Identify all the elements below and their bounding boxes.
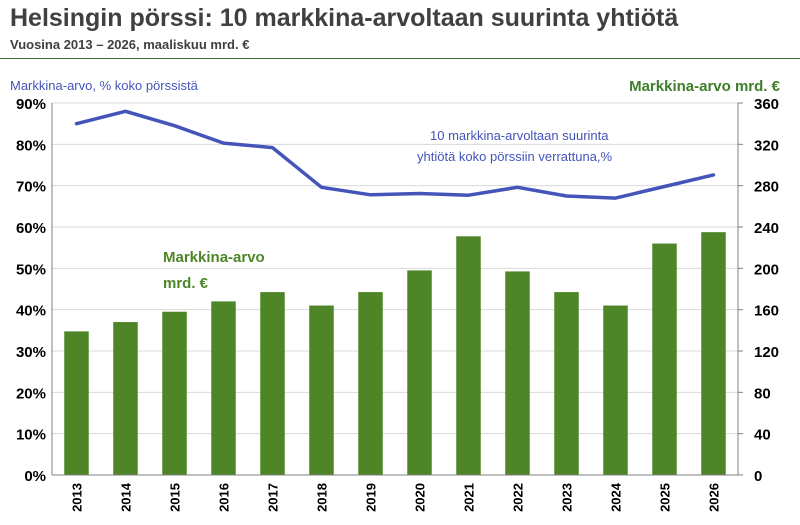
bar: [603, 305, 628, 475]
right-tick-label: 360: [754, 96, 779, 113]
right-tick-label: 200: [754, 261, 779, 278]
right-tick-label: 120: [754, 344, 779, 361]
right-tick-label: 40: [754, 427, 771, 444]
right-tick-label: 160: [754, 303, 779, 320]
left-tick-label: 70%: [16, 179, 46, 196]
bar: [505, 271, 530, 475]
chart-subtitle: Vuosina 2013 – 2026, maaliskuu mrd. €: [10, 37, 250, 52]
bar: [407, 270, 432, 475]
x-tick-label: 2026: [707, 483, 722, 512]
left-tick-label: 10%: [16, 427, 46, 444]
x-tick-label: 2019: [364, 483, 379, 512]
left-tick-label: 60%: [16, 220, 46, 237]
x-tick-label: 2014: [119, 482, 134, 512]
x-tick-label: 2015: [168, 483, 183, 512]
bar: [211, 301, 236, 475]
left-tick-label: 0%: [24, 468, 46, 485]
line-annotation-1: 10 markkina-arvoltaan suurinta: [430, 128, 609, 143]
left-tick-label: 80%: [16, 137, 46, 154]
x-tick-label: 2022: [511, 483, 526, 512]
x-tick-label: 2025: [658, 483, 673, 512]
right-tick-label: 0: [754, 468, 762, 485]
line-annotation-2: yhtiötä koko pörssiin verrattuna,%: [417, 149, 613, 164]
right-tick-label: 240: [754, 220, 779, 237]
right-axis-label: Markkina-arvo mrd. €: [629, 78, 781, 95]
chart-title: Helsingin pörssi: 10 markkina-arvoltaan …: [10, 4, 679, 32]
axes: 0% 10% 20% 30% 40% 50% 60% 70% 80% 90% 0 40 80 120 160…: [16, 96, 779, 512]
bar: [701, 232, 726, 475]
bar: [652, 243, 677, 475]
bar: [113, 322, 138, 475]
bar: [260, 292, 285, 475]
bars-annotation-1: Markkina-arvo: [163, 249, 265, 266]
line-series: [74, 109, 716, 200]
x-tick-label: 2013: [70, 483, 85, 512]
right-tick-label: 320: [754, 137, 779, 154]
left-tick-label: 40%: [16, 303, 46, 320]
title-divider: [0, 58, 800, 59]
right-tick-label: 280: [754, 179, 779, 196]
left-tick-label: 30%: [16, 344, 46, 361]
x-tick-label: 2024: [609, 482, 624, 512]
x-tick-label: 2023: [560, 483, 575, 512]
market-share-line: [74, 109, 716, 200]
x-tick-label: 2021: [462, 483, 477, 512]
bar: [554, 292, 579, 475]
bar: [64, 331, 89, 475]
bars-annotation-2: mrd. €: [163, 275, 209, 292]
left-tick-label: 50%: [16, 261, 46, 278]
right-tick-label: 80: [754, 385, 771, 402]
left-axis-label: Markkina-arvo, % koko pörssistä: [10, 78, 199, 93]
left-tick-label: 20%: [16, 385, 46, 402]
x-tick-label: 2017: [266, 483, 281, 512]
x-tick-label: 2020: [413, 483, 428, 512]
x-tick-label: 2016: [217, 483, 232, 512]
bar: [358, 292, 383, 475]
bar: [309, 305, 334, 475]
bar: [162, 311, 187, 475]
x-tick-label: 2018: [315, 483, 330, 512]
gridlines: [52, 102, 738, 476]
bars: [64, 232, 726, 475]
bar: [456, 236, 481, 475]
left-tick-label: 90%: [16, 96, 46, 113]
